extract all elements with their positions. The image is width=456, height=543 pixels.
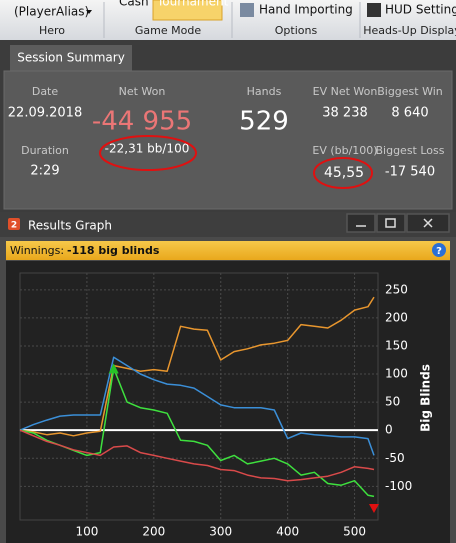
y-tick-label: 200 (385, 310, 408, 324)
hud-icon (367, 3, 381, 17)
label: Date (32, 85, 59, 98)
x-tick-label: 200 (142, 525, 165, 539)
series-line (19, 356, 375, 456)
label: Biggest Win (377, 85, 443, 98)
value: 529 (239, 107, 289, 137)
value: -44 955 (92, 107, 192, 137)
winnings-value: -118 big blinds (67, 244, 160, 257)
value: 8 640 (391, 106, 428, 121)
y-axis-label: Big Blinds (419, 364, 433, 432)
maximize-icon (385, 218, 396, 228)
end-marker (368, 504, 379, 513)
value: -17 540 (385, 165, 435, 180)
group-label: Options (275, 24, 318, 37)
hand-importing-button[interactable]: Hand Importing (259, 3, 353, 17)
window-controls (346, 213, 450, 233)
winnings-bar (6, 241, 450, 260)
minimize[interactable] (346, 213, 376, 233)
summary-tab[interactable] (10, 45, 132, 71)
plot: 100 200 300 400 500 -100 -50 0 50 100 150 200 250 (19, 272, 412, 539)
series-line (19, 429, 375, 482)
value: -22,31 bb/100 (105, 142, 190, 156)
window-title: Results Graph (28, 219, 112, 233)
dropdown-arrow (86, 10, 92, 14)
label: Net Won (119, 85, 166, 98)
label: Hands (247, 85, 282, 98)
x-tick-label: 500 (343, 525, 366, 539)
player-selector[interactable]: (PlayerAlias) (14, 5, 89, 19)
hud-settings-button[interactable]: HUD Settings (385, 3, 456, 17)
import-icon (240, 3, 254, 17)
y-tick-label: -100 (385, 479, 412, 493)
y-tick-label: 150 (385, 338, 408, 352)
summary-panel (3, 70, 453, 210)
series-line (19, 296, 375, 437)
group-label: Game Mode (135, 24, 201, 37)
tournament-highlight (152, 0, 223, 21)
help-icon[interactable] (432, 243, 446, 257)
y-tick-label: 0 (385, 423, 393, 437)
winnings-label: Winnings: (10, 244, 64, 257)
tab-label: Session Summary (17, 51, 125, 65)
x-tick-label: 100 (75, 525, 98, 539)
window-badge (8, 218, 20, 230)
annotation-circle (99, 135, 197, 171)
label: Duration (21, 144, 69, 157)
label: EV (bb/100) (312, 144, 377, 157)
group-label: Heads-Up Display (363, 24, 456, 37)
close-icon (423, 218, 433, 228)
value: 22.09.2018 (8, 106, 82, 121)
y-tick-label: 50 (385, 395, 400, 409)
group-label: Hero (39, 24, 65, 37)
help-text: ? (436, 246, 442, 257)
maximize[interactable] (376, 213, 406, 233)
value: 45,55 (324, 165, 364, 181)
annotation-circle (313, 157, 373, 189)
value: 2:29 (30, 164, 59, 179)
label: EV Net Won (313, 85, 378, 98)
y-tick-label: 100 (385, 367, 408, 381)
x-tick-label: 300 (209, 525, 232, 539)
tournament-button[interactable]: Tournament (156, 0, 229, 9)
y-tick-label: 250 (385, 282, 408, 296)
badge-text: 2 (11, 221, 17, 231)
plot-border (19, 272, 379, 521)
max-marker (108, 363, 119, 374)
y-tick-label: -50 (385, 451, 405, 465)
cash-button[interactable]: Cash (119, 0, 149, 9)
label: Biggest Loss (375, 144, 444, 157)
x-tick-label: 400 (276, 525, 299, 539)
series-line (19, 367, 375, 498)
value: 38 238 (322, 106, 368, 121)
